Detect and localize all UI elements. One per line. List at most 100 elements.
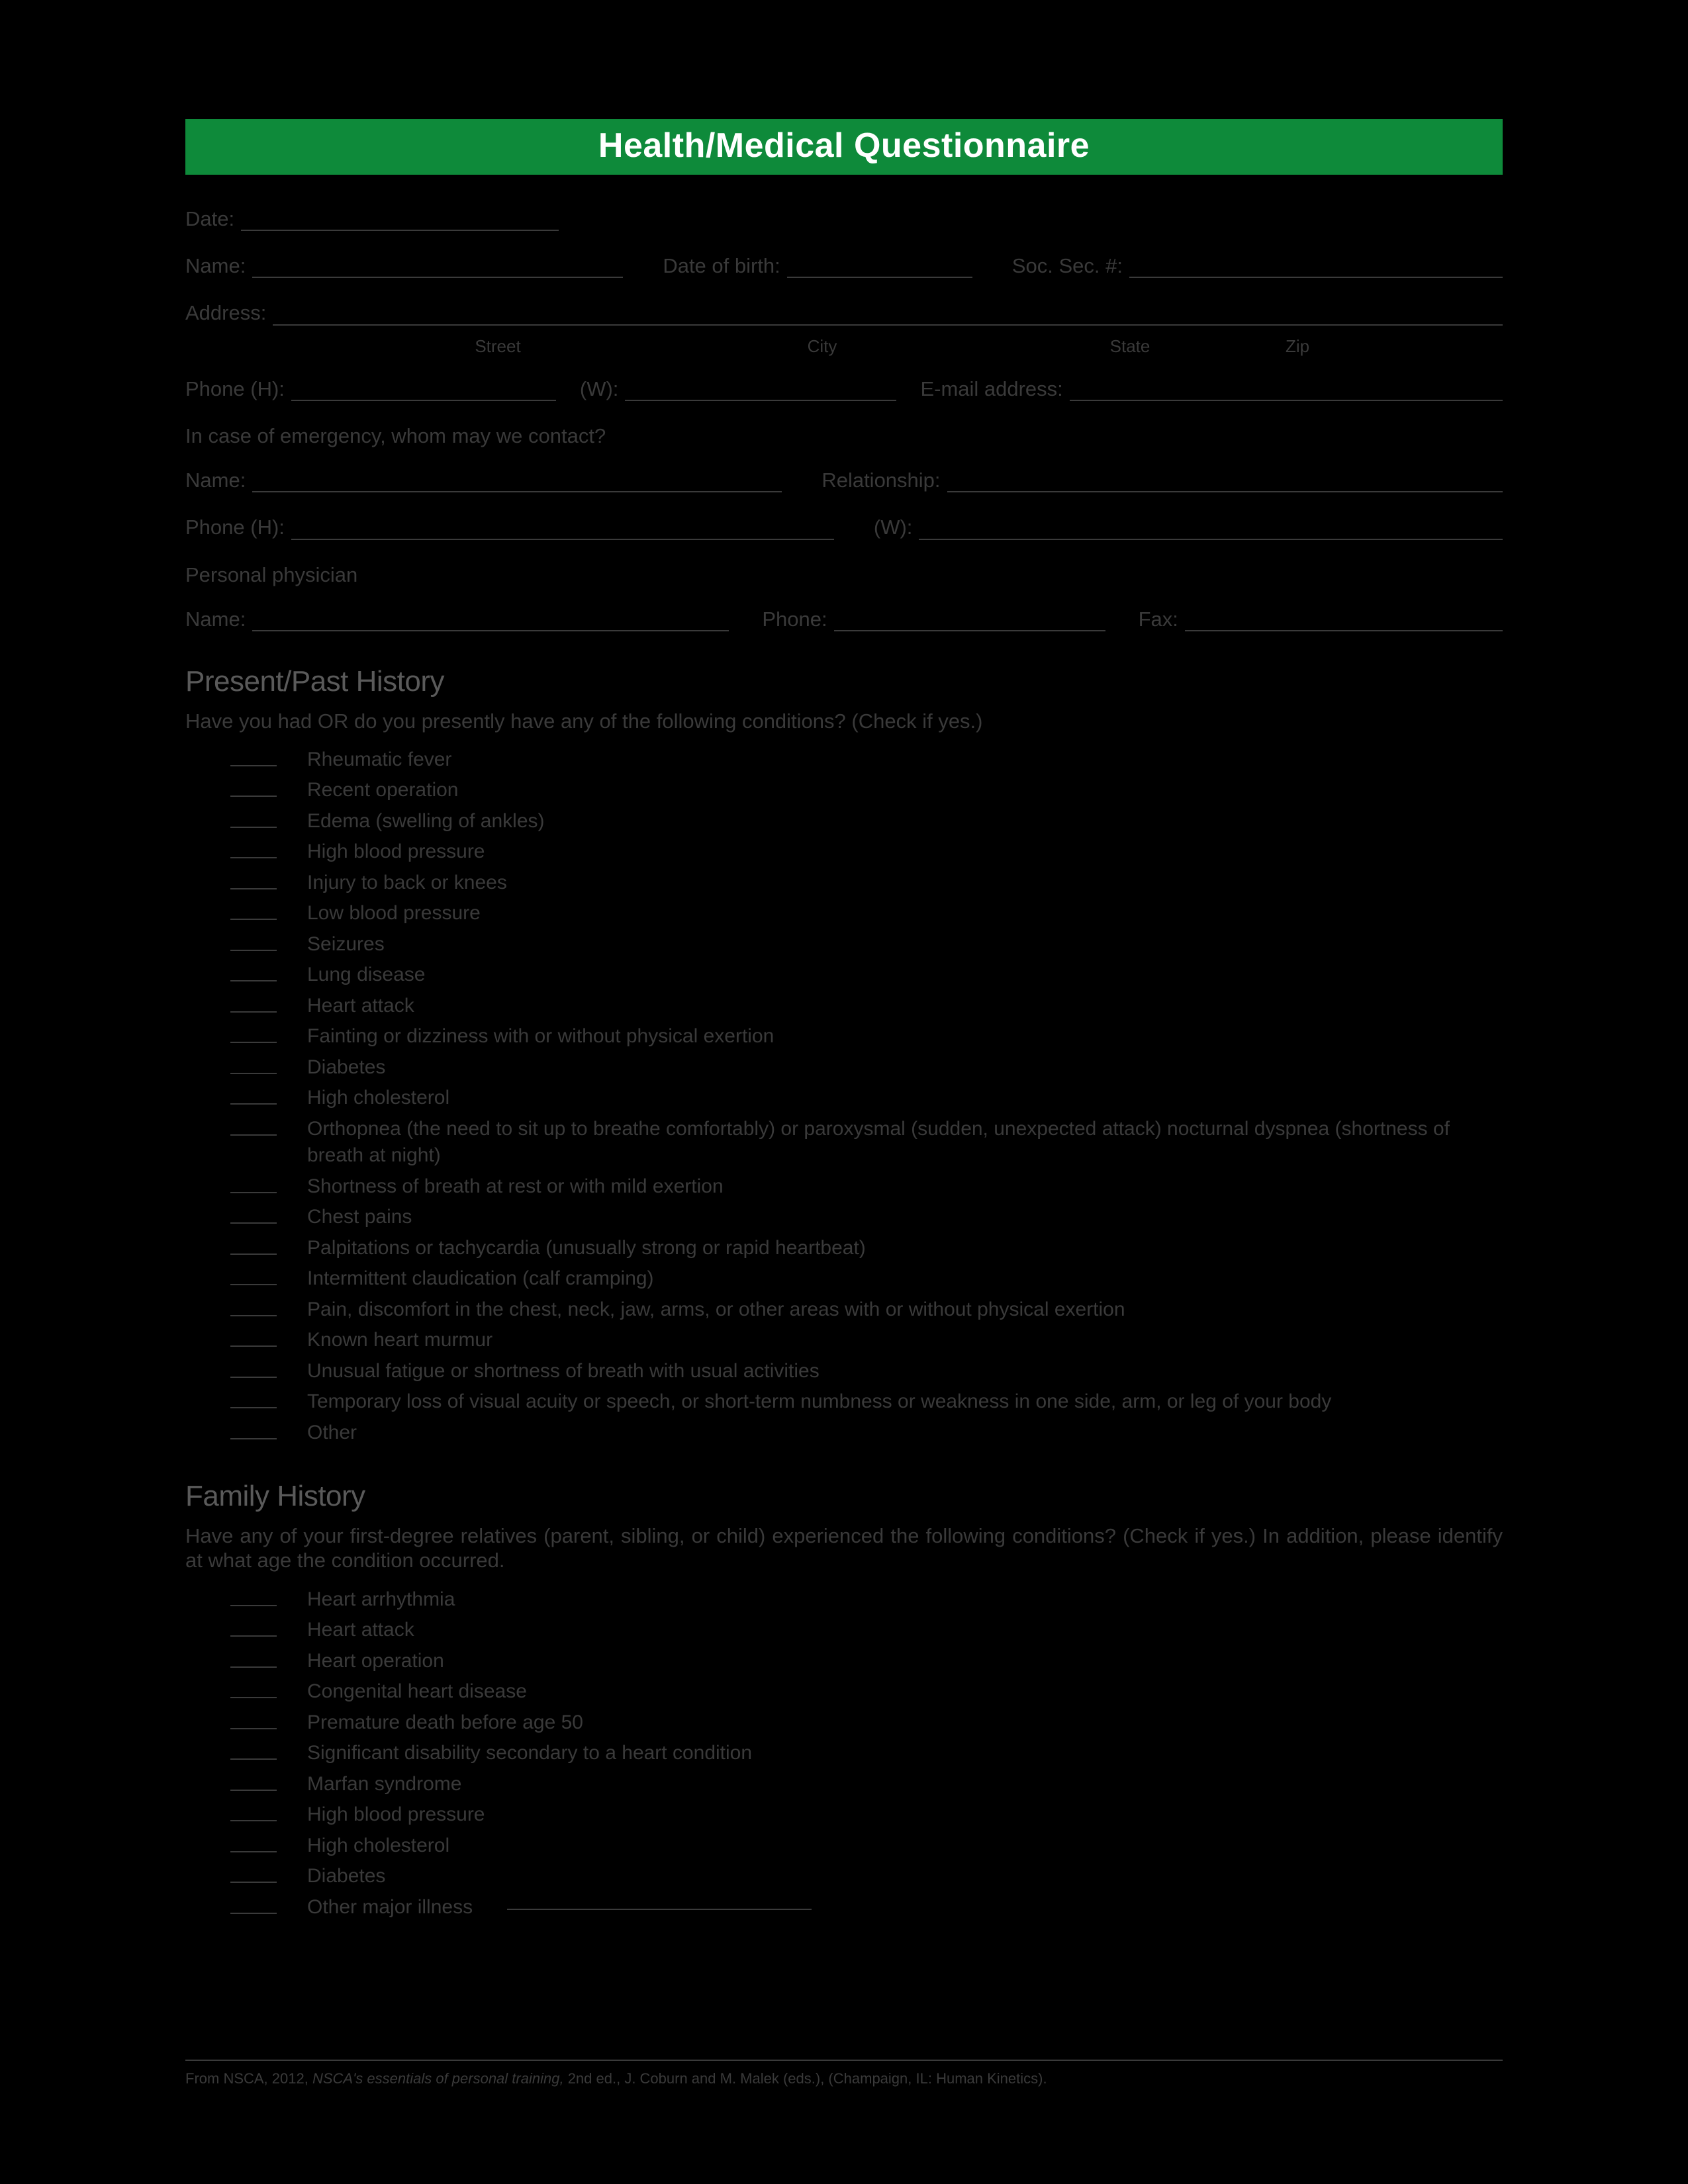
checkbox-blank[interactable] xyxy=(230,1590,277,1606)
physician-prompt: Personal physician xyxy=(185,563,1503,587)
checkbox-blank[interactable] xyxy=(230,1362,277,1378)
checklist-item: Rheumatic fever xyxy=(230,747,1503,774)
input-p-name[interactable] xyxy=(252,613,729,631)
checkbox-blank[interactable] xyxy=(230,1239,277,1255)
checkbox-blank[interactable] xyxy=(230,1652,277,1668)
input-email[interactable] xyxy=(1070,383,1503,401)
checkbox-blank[interactable] xyxy=(230,1867,277,1883)
checkbox-blank[interactable] xyxy=(230,1424,277,1439)
checklist-item: Known heart murmur xyxy=(230,1327,1503,1354)
input-phone-w[interactable] xyxy=(625,383,896,401)
input-e-phone-w[interactable] xyxy=(919,522,1503,540)
checkbox-blank[interactable] xyxy=(230,935,277,951)
checkbox-blank[interactable] xyxy=(230,874,277,889)
emergency-prompt: In case of emergency, whom may we contac… xyxy=(185,424,1503,448)
checkbox-blank[interactable] xyxy=(230,1120,277,1136)
checklist-item: Intermittent claudication (calf cramping… xyxy=(230,1265,1503,1293)
checklist-item: High cholesterol xyxy=(230,1833,1503,1860)
checkbox-blank[interactable] xyxy=(230,1300,277,1316)
sublabel-street: Street xyxy=(326,336,670,357)
checkbox-blank[interactable] xyxy=(230,1331,277,1347)
input-p-fax[interactable] xyxy=(1185,613,1503,631)
checkbox-blank[interactable] xyxy=(230,1898,277,1914)
checklist-item: Orthopnea (the need to sit up to breathe… xyxy=(230,1116,1503,1169)
checkbox-blank[interactable] xyxy=(230,1089,277,1105)
checklist-item: Premature death before age 50 xyxy=(230,1709,1503,1737)
checkbox-blank[interactable] xyxy=(230,1269,277,1285)
checklist-label: Shortness of breath at rest or with mild… xyxy=(307,1173,1503,1201)
checklist-label: Orthopnea (the need to sit up to breathe… xyxy=(307,1116,1503,1169)
checkbox-blank[interactable] xyxy=(230,1713,277,1729)
checkbox-blank[interactable] xyxy=(230,812,277,828)
label-phone-w: (W): xyxy=(580,377,619,401)
input-e-phone-h[interactable] xyxy=(291,522,834,540)
checklist-label: Lung disease xyxy=(307,962,1503,989)
checklist-label: Recent operation xyxy=(307,777,1503,804)
header-present-past: Present/Past History xyxy=(185,664,1503,700)
input-phone-h[interactable] xyxy=(291,383,556,401)
checkbox-blank[interactable] xyxy=(230,1744,277,1760)
checkbox-blank[interactable] xyxy=(230,1775,277,1791)
checklist-item: Other xyxy=(230,1420,1503,1447)
checklist-label: Rheumatic fever xyxy=(307,747,1503,774)
checkbox-blank[interactable] xyxy=(230,904,277,920)
address-sublabels: Street City State Zip xyxy=(326,336,1503,357)
label-p-fax: Fax: xyxy=(1139,607,1178,631)
checklist-item: Heart operation xyxy=(230,1648,1503,1675)
input-p-phone[interactable] xyxy=(834,613,1105,631)
footer-post: 2nd ed., J. Coburn and M. Malek (eds.), … xyxy=(568,2070,1047,2087)
checklist-item: Shortness of breath at rest or with mild… xyxy=(230,1173,1503,1201)
checklist-label: Temporary loss of visual acuity or speec… xyxy=(307,1388,1503,1416)
label-ssn: Soc. Sec. #: xyxy=(1012,253,1123,278)
checklist-item: Pain, discomfort in the chest, neck, jaw… xyxy=(230,1297,1503,1324)
checkbox-blank[interactable] xyxy=(230,1208,277,1224)
checkbox-blank[interactable] xyxy=(230,1177,277,1193)
checklist-item: Marfan syndrome xyxy=(230,1771,1503,1798)
family-list: Heart arrhythmiaHeart attackHeart operat… xyxy=(230,1586,1503,1921)
checkbox-blank[interactable] xyxy=(230,1392,277,1408)
checkbox-blank[interactable] xyxy=(230,1682,277,1698)
checkbox-blank[interactable] xyxy=(230,842,277,858)
checklist-label: Pain, discomfort in the chest, neck, jaw… xyxy=(307,1297,1503,1324)
input-date[interactable] xyxy=(241,212,559,231)
row-physician: Name: Phone: Fax: xyxy=(185,607,1503,631)
checkbox-blank[interactable] xyxy=(230,1621,277,1637)
checklist-label: Congenital heart disease xyxy=(307,1678,1503,1706)
header-family: Family History xyxy=(185,1479,1503,1514)
checklist-item: Unusual fatigue or shortness of breath w… xyxy=(230,1358,1503,1385)
checkbox-blank[interactable] xyxy=(230,781,277,797)
checkbox-blank[interactable] xyxy=(230,1805,277,1821)
footer-ital: NSCA's essentials of personal training, xyxy=(312,2070,568,2087)
checklist-item: High blood pressure xyxy=(230,1801,1503,1829)
input-address[interactable] xyxy=(273,307,1503,326)
checkbox-blank[interactable] xyxy=(230,966,277,981)
checkbox-blank[interactable] xyxy=(230,997,277,1013)
checkbox-blank[interactable] xyxy=(230,1058,277,1074)
checkbox-blank[interactable] xyxy=(230,751,277,766)
checklist-label: Marfan syndrome xyxy=(307,1771,1503,1798)
checklist-label: Heart attack xyxy=(307,993,1503,1020)
checklist-label: Diabetes xyxy=(307,1054,1503,1081)
input-ssn[interactable] xyxy=(1129,259,1503,278)
checklist-item: Temporary loss of visual acuity or speec… xyxy=(230,1388,1503,1416)
checklist-item: Recent operation xyxy=(230,777,1503,804)
row-address: Address: xyxy=(185,300,1503,325)
input-dob[interactable] xyxy=(787,259,972,278)
footer-citation: From NSCA, 2012, NSCA's essentials of pe… xyxy=(185,2060,1503,2087)
checklist-item: Palpitations or tachycardia (unusually s… xyxy=(230,1235,1503,1262)
input-other-illness[interactable] xyxy=(507,1894,812,1910)
label-dob: Date of birth: xyxy=(663,253,780,278)
prompt-family: Have any of your first-degree relatives … xyxy=(185,1524,1503,1572)
input-name[interactable] xyxy=(252,259,623,278)
banner-title: Health/Medical Questionnaire xyxy=(185,119,1503,175)
checklist-item: Congenital heart disease xyxy=(230,1678,1503,1706)
label-physician-prompt: Personal physician xyxy=(185,563,357,587)
checklist-item: Fainting or dizziness with or without ph… xyxy=(230,1023,1503,1050)
checklist-item: High blood pressure xyxy=(230,839,1503,866)
footer-pre: From NSCA, 2012, xyxy=(185,2070,312,2087)
checkbox-blank[interactable] xyxy=(230,1027,277,1043)
input-e-name[interactable] xyxy=(252,474,782,492)
checklist-item: Chest pains xyxy=(230,1204,1503,1231)
input-e-relationship[interactable] xyxy=(947,474,1503,492)
checkbox-blank[interactable] xyxy=(230,1837,277,1852)
